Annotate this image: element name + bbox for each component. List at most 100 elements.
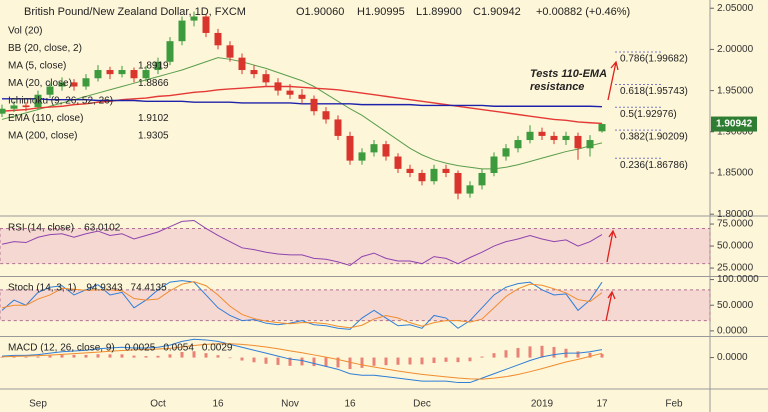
ma-line	[1, 57, 603, 170]
histogram-bar	[456, 357, 460, 363]
histogram-bar	[528, 346, 532, 358]
histogram-bar	[504, 350, 508, 358]
histogram-bar	[324, 357, 328, 367]
fib-label: 0.382(1.90209)	[620, 132, 688, 143]
histogram-bar	[36, 356, 40, 358]
marks: 1.80000 1.85000 1.90000 1.95000 2.00000 2.050…	[0, 3, 759, 410]
y-tick-label: 1.85000	[717, 168, 754, 179]
arrow	[607, 60, 619, 101]
indicator-line	[1, 281, 603, 329]
ma-line	[1, 85, 603, 125]
candle-body	[430, 168, 438, 182]
candle-body	[322, 111, 330, 120]
histogram-bar	[516, 348, 520, 358]
candle-body	[106, 70, 114, 75]
indicator-line	[1, 220, 603, 266]
histogram-bar	[468, 357, 472, 362]
legend-label: MA (20, close)	[8, 78, 72, 89]
candle-body	[394, 156, 402, 169]
y-tick-label: 100.0000	[717, 274, 759, 285]
histogram-bar	[144, 356, 148, 358]
candle-body	[358, 152, 366, 161]
histogram-bar	[588, 352, 592, 358]
histogram-bar	[204, 353, 208, 358]
chart-title: British Pound/New Zealand Dollar, 1D, FX…	[24, 6, 246, 18]
candle-body	[22, 105, 30, 108]
indicator-line	[1, 280, 603, 330]
indicator-line	[1, 338, 603, 384]
histogram-bar	[420, 357, 424, 365]
histogram-bar	[60, 354, 64, 358]
candle-body	[70, 82, 78, 87]
x-tick-label: Feb	[665, 399, 683, 410]
open-label: O1.90060	[296, 6, 344, 18]
change-label: +0.00882 (+0.46%)	[536, 6, 630, 18]
candle-body	[418, 172, 426, 182]
candle-body	[202, 16, 210, 33]
histogram-bar	[0, 356, 4, 358]
legend-value: 1.9102	[138, 113, 169, 124]
y-tick-label: 0.0000	[717, 326, 748, 337]
candle-body	[490, 156, 498, 173]
candle-body	[82, 78, 90, 87]
candle-body	[478, 172, 486, 186]
pane-title: Stoch (14, 3, 1)	[8, 283, 76, 294]
candle-body	[310, 98, 318, 112]
legend-label: MA (5, close)	[8, 61, 66, 72]
histogram-bar	[492, 353, 496, 358]
pane-title: RSI (14, close)	[8, 223, 74, 234]
annotation: resistance	[530, 81, 584, 93]
histogram-bar	[108, 354, 112, 358]
legend-label: Vol (20)	[8, 26, 42, 37]
legend-value: 1.9305	[138, 131, 169, 142]
candle-body	[598, 124, 606, 132]
candle-body	[286, 90, 294, 95]
pane-title: MACD (12, 26, close, 9)	[8, 343, 115, 354]
legend-label: BB (20, close, 2)	[8, 43, 82, 54]
histogram-bar	[48, 355, 52, 358]
histogram-bar	[168, 354, 172, 358]
histogram-bar	[192, 351, 196, 358]
y-tick-label: 50.0000	[717, 300, 754, 311]
candle-body	[226, 45, 234, 58]
candle-body	[562, 135, 570, 141]
candle-body	[454, 172, 462, 194]
candle-body	[178, 20, 186, 42]
candle-body	[118, 70, 126, 75]
histogram-bar	[384, 357, 388, 366]
candle-body	[466, 185, 474, 194]
histogram-bar	[252, 357, 256, 363]
candle-body	[298, 94, 306, 99]
legend-value: 1.8919	[138, 61, 169, 72]
x-tick-label: 17	[596, 399, 608, 410]
histogram-bar	[444, 357, 448, 362]
candle-body	[238, 57, 246, 71]
histogram-bar	[432, 357, 436, 364]
x-tick-label: Nov	[281, 399, 299, 410]
histogram-bar	[72, 354, 76, 358]
candle-body	[190, 16, 198, 21]
y-tick-label: 0.0000	[717, 352, 748, 363]
candle-body	[442, 168, 450, 173]
annotation: Tests 110-EMA	[530, 68, 607, 80]
histogram-bar	[336, 357, 340, 368]
histogram-bar	[120, 354, 124, 358]
candle-body	[346, 135, 354, 161]
candle-body	[514, 140, 522, 149]
arrow	[606, 229, 617, 263]
x-tick-label: Oct	[150, 399, 166, 410]
candle-body	[58, 82, 66, 87]
x-tick-label: 16	[212, 399, 224, 410]
candle-body	[10, 105, 18, 109]
candle-body	[46, 86, 54, 95]
histogram-bar	[372, 357, 376, 366]
histogram-bar	[228, 357, 232, 359]
histogram-bar	[96, 354, 100, 358]
histogram-bar	[12, 356, 16, 358]
legend-value: 1.8866	[138, 78, 169, 89]
legend-label: EMA (110, close)	[8, 113, 83, 124]
candle-body	[370, 144, 378, 153]
histogram-bar	[540, 345, 544, 358]
